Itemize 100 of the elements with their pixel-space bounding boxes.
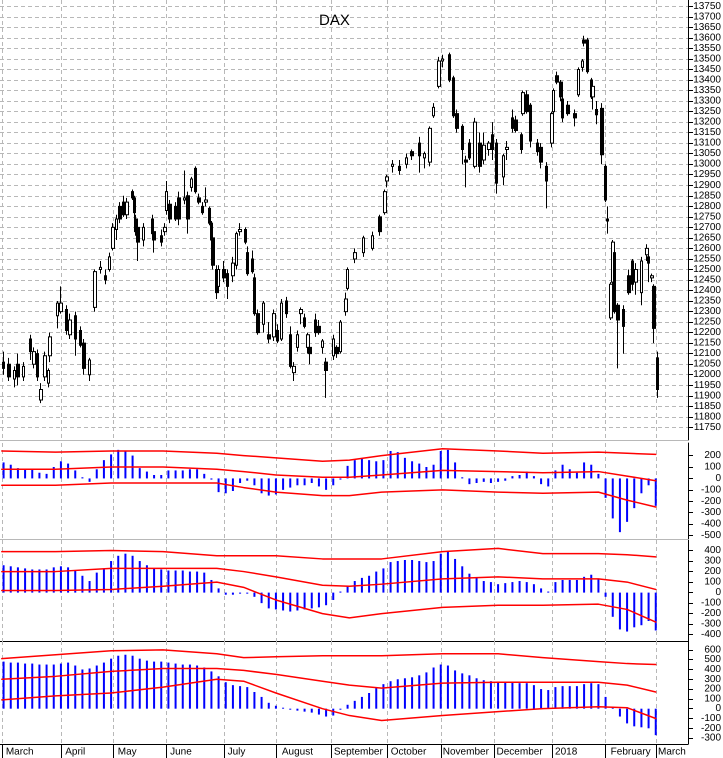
bar <box>354 700 356 709</box>
line-series <box>1 482 656 508</box>
bar <box>604 592 607 597</box>
bar <box>454 462 456 478</box>
bar <box>110 561 112 593</box>
bar <box>446 666 449 709</box>
y-tick-label: 13050 <box>693 148 722 160</box>
bar <box>318 592 320 608</box>
y-tick-label: 12900 <box>693 180 722 191</box>
y-tick-label: 12150 <box>693 338 722 349</box>
bar <box>224 682 227 709</box>
bar <box>440 664 442 709</box>
bar <box>411 560 414 593</box>
x-tick-label: March <box>658 746 686 758</box>
bar <box>60 664 62 709</box>
candlestick <box>104 268 107 285</box>
bar <box>332 592 334 600</box>
candlestick <box>36 348 39 382</box>
bar <box>325 592 328 606</box>
y-tick-label: 200 <box>704 450 722 462</box>
y-tick-label: -100 <box>700 484 722 496</box>
bar <box>38 472 40 478</box>
bar <box>540 478 542 484</box>
bar <box>16 662 19 709</box>
bar <box>654 592 657 630</box>
candlestick <box>539 142 543 169</box>
bar <box>375 688 378 709</box>
y-tick-label: 11850 <box>694 400 722 412</box>
candlestick <box>2 351 5 376</box>
bar <box>282 592 284 610</box>
bar <box>31 664 34 709</box>
bar <box>497 584 500 593</box>
y-tick-label: 13200 <box>693 116 722 128</box>
bar <box>446 450 449 478</box>
candlestick <box>398 160 401 176</box>
bar <box>74 666 76 709</box>
bar <box>117 450 120 478</box>
y-tick-label: 12100 <box>693 348 722 360</box>
bar <box>260 478 263 494</box>
bar <box>203 667 206 709</box>
bar <box>597 578 600 593</box>
bar <box>425 672 428 709</box>
line-series <box>1 668 656 693</box>
bar <box>518 475 521 478</box>
candlestick <box>378 214 382 236</box>
candlestick <box>125 197 129 220</box>
bar <box>396 561 399 593</box>
bar <box>167 470 170 478</box>
bar <box>648 708 650 728</box>
bar <box>432 667 435 709</box>
bar <box>404 560 406 593</box>
bar <box>461 673 464 709</box>
bar <box>547 690 550 709</box>
bar <box>490 582 492 593</box>
bar <box>332 478 334 486</box>
y-tick-label: 100 <box>704 693 722 704</box>
bar <box>268 702 270 709</box>
line-series <box>1 568 656 590</box>
candlestick <box>339 320 342 354</box>
bar <box>31 469 34 478</box>
bar <box>110 454 112 478</box>
bar <box>253 478 256 486</box>
bar <box>203 572 206 593</box>
bar <box>626 478 628 522</box>
y-tick-label: 0 <box>715 472 722 484</box>
bar <box>482 680 485 709</box>
x-tick-label: August <box>282 746 314 758</box>
bar <box>160 662 162 709</box>
y-tick-label: -200 <box>700 608 722 620</box>
bar <box>590 683 592 709</box>
candlestick <box>332 334 335 360</box>
bar <box>160 569 162 593</box>
y-tick-label: 12200 <box>693 327 722 338</box>
candlestick <box>405 153 408 169</box>
bar <box>654 478 657 506</box>
bar <box>304 478 306 486</box>
y-tick-label: 13650 <box>693 22 722 33</box>
bar <box>640 708 642 728</box>
x-tick-label: 2018 <box>555 746 578 758</box>
candlestick <box>321 338 324 354</box>
bar <box>318 478 320 486</box>
y-tick-label: -300 <box>700 732 722 744</box>
bar <box>604 478 607 498</box>
y-tick-label: 100 <box>704 576 722 588</box>
bar <box>67 662 70 709</box>
candlestick <box>22 362 25 382</box>
y-tick-label: 11950 <box>694 380 722 391</box>
bar <box>354 460 356 478</box>
y-tick-label: -100 <box>700 598 722 609</box>
bar <box>253 692 256 709</box>
bar <box>246 687 248 709</box>
bar <box>132 656 134 709</box>
bar <box>640 478 642 494</box>
y-tick-label: 13700 <box>693 11 722 22</box>
bar <box>38 664 40 709</box>
candlestick <box>566 100 570 116</box>
candlestick <box>383 188 387 216</box>
bar <box>468 574 470 593</box>
bar <box>174 470 177 478</box>
bar <box>296 478 298 486</box>
